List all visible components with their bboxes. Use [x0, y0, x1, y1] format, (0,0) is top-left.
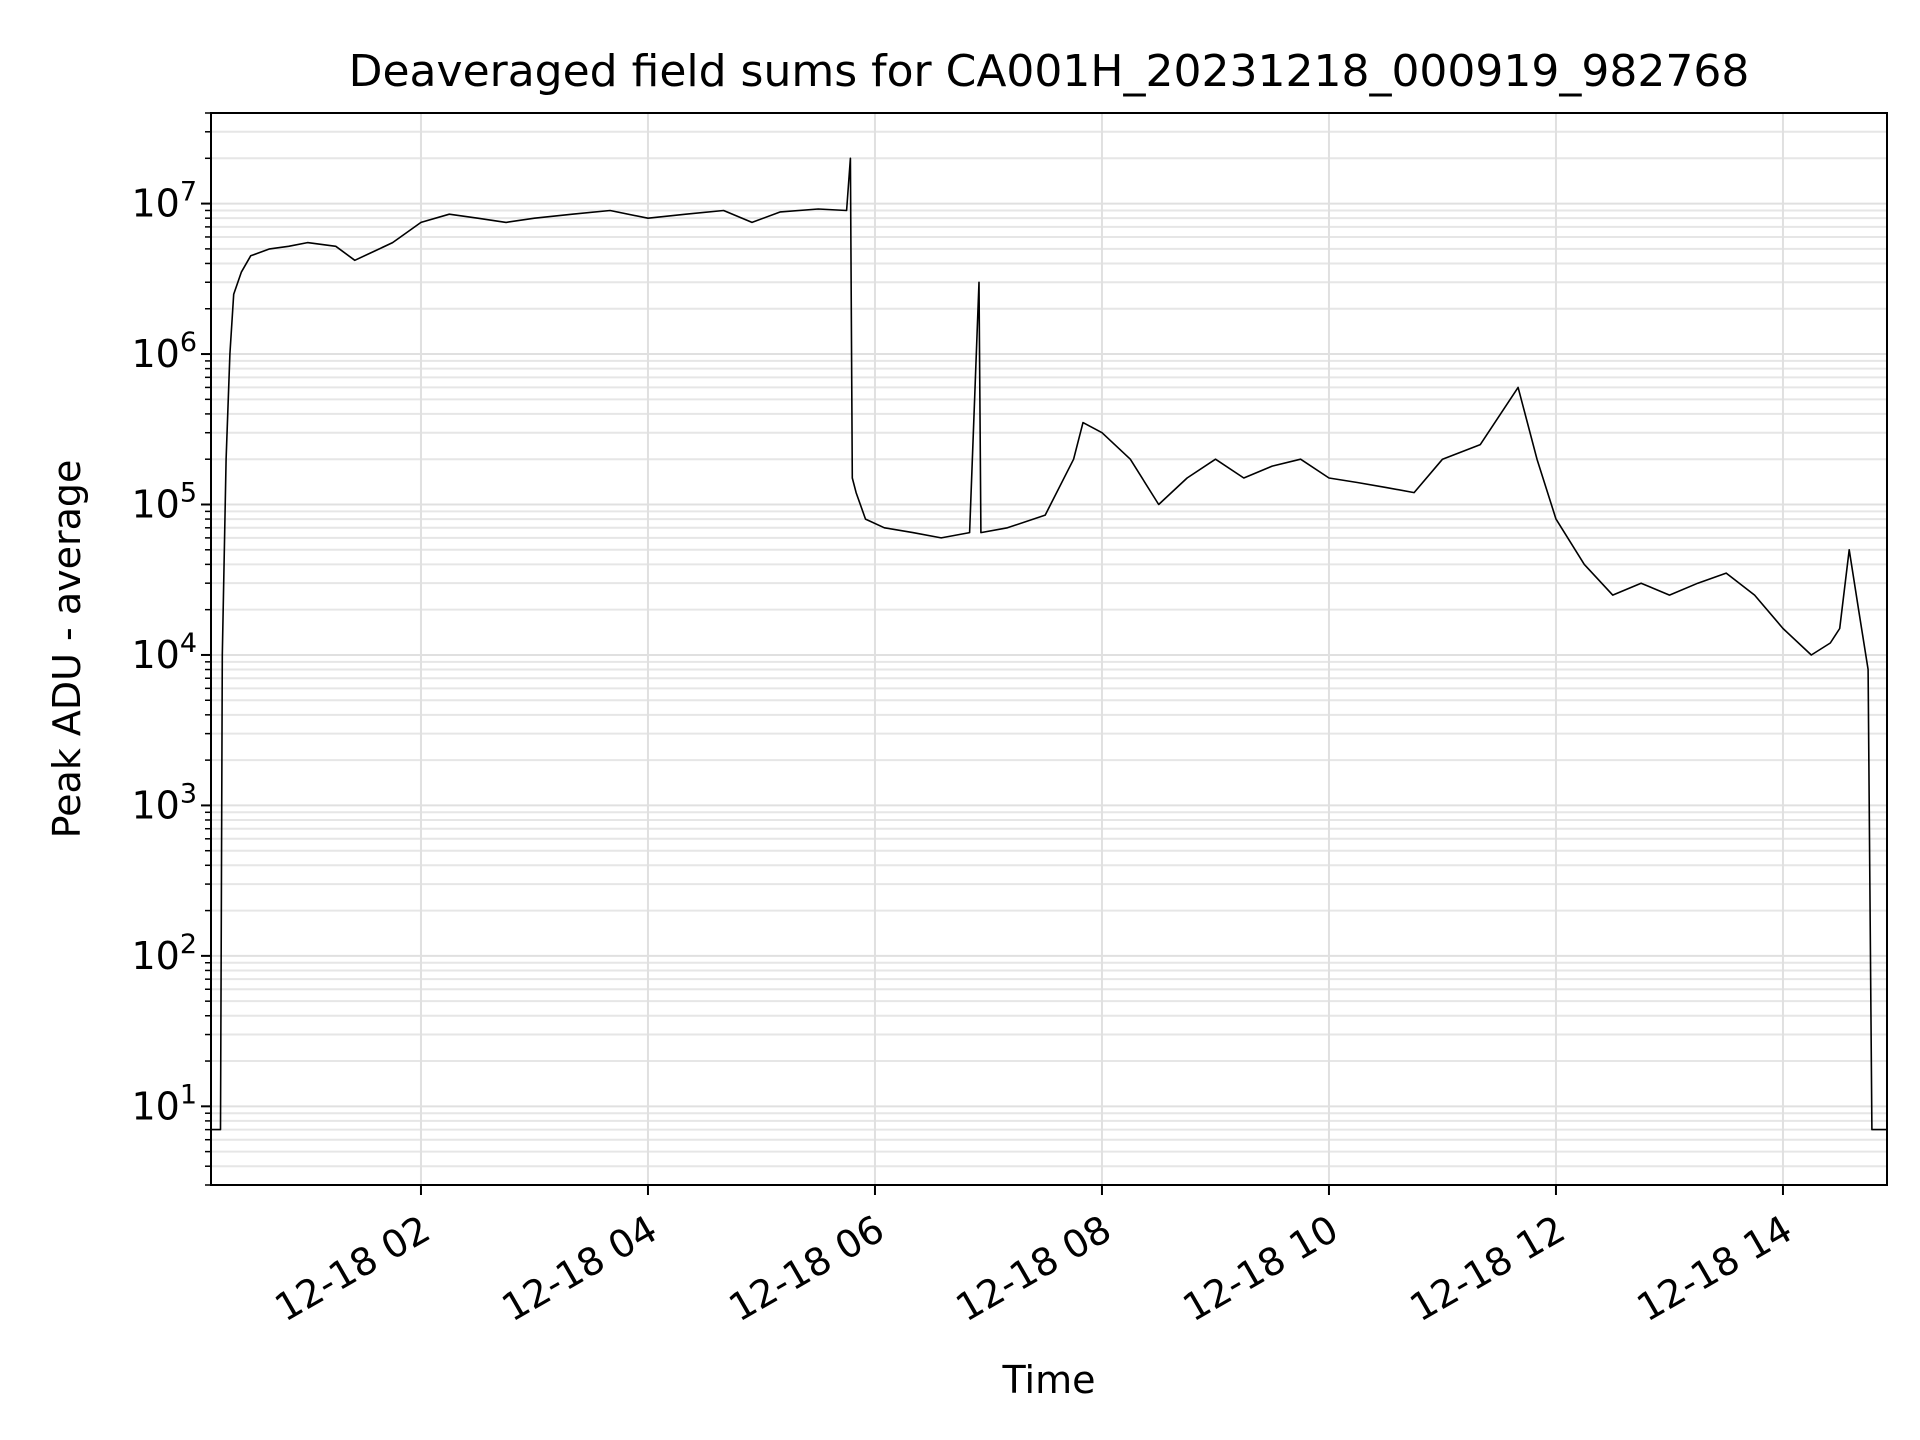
- y-tick-label: 107: [131, 177, 197, 226]
- series-layer: [211, 157, 1887, 1131]
- y-axis-label: Peak ADU - average: [45, 460, 89, 839]
- x-axis-label: Time: [1002, 1358, 1096, 1402]
- major-gridlines: [211, 113, 1887, 1185]
- y-tick-label: 106: [131, 327, 197, 376]
- y-axis-ticks: 101 102 103 104 105 106 107: [131, 112, 211, 1186]
- y-tick-label: 102: [131, 929, 197, 978]
- y-tick-label: 103: [131, 778, 197, 827]
- y-tick-label: 104: [131, 628, 197, 677]
- y-tick-label: 105: [131, 477, 197, 526]
- series-line: [211, 157, 1887, 1131]
- minor-gridlines: [211, 112, 1887, 1186]
- y-tick-label: 101: [131, 1079, 197, 1128]
- plot-frame: [210, 112, 1888, 1186]
- chart-title: Deaveraged field sums for CA001H_2023121…: [349, 46, 1750, 97]
